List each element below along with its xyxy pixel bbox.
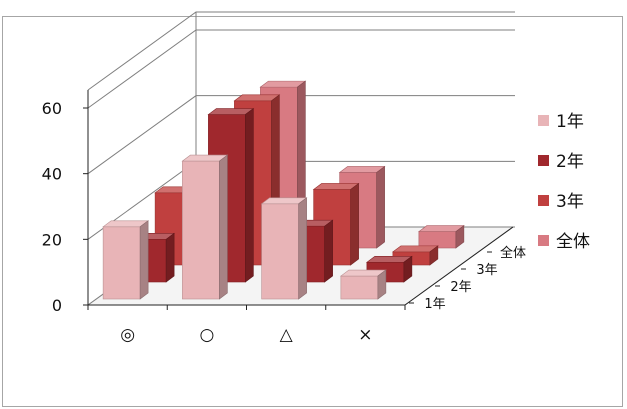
- depth-tick-label: 2年: [450, 280, 471, 295]
- depth-tick-label: 全体: [500, 245, 526, 261]
- bar-side: [403, 255, 413, 283]
- bar-front: [261, 203, 299, 300]
- x-tick-label: ×: [358, 325, 372, 345]
- depth-axis-line: [404, 226, 514, 306]
- legend-swatch: [538, 235, 549, 246]
- y-tick-label: 20: [42, 230, 62, 249]
- legend-label: 3年: [556, 192, 584, 212]
- legend-swatch: [538, 115, 549, 126]
- bar-front: [102, 226, 141, 300]
- depth-tick-label: 3年: [476, 263, 497, 278]
- bar-front: [418, 231, 457, 249]
- x-tick-label: ○: [199, 325, 214, 345]
- legend-label: 2年: [556, 152, 584, 172]
- top-gridline: [87, 11, 515, 91]
- bar-side: [376, 165, 385, 249]
- bar-side: [324, 219, 333, 283]
- bar: [260, 197, 308, 300]
- y-tick-label: 60: [42, 99, 62, 118]
- bar-front: [182, 160, 220, 300]
- y-tick-label: 0: [52, 296, 62, 315]
- bar-side: [139, 220, 149, 300]
- legend-swatch: [538, 155, 549, 166]
- bars: [102, 80, 465, 300]
- x-tick-label: ◎: [120, 325, 135, 345]
- x-tick-label: △: [280, 325, 294, 345]
- bar-side: [165, 232, 175, 283]
- bar-side: [219, 154, 228, 300]
- bar-side: [298, 197, 307, 300]
- bar-front: [340, 275, 379, 300]
- bar-side: [429, 245, 439, 266]
- axes: [83, 90, 514, 310]
- bar-side: [455, 224, 465, 249]
- legend-swatch: [538, 195, 549, 206]
- bar-side: [377, 269, 387, 300]
- y-tick-label: 40: [42, 165, 62, 184]
- legend-label: 全体: [556, 232, 590, 252]
- bar: [181, 154, 229, 300]
- legend-label: 1年: [556, 112, 584, 132]
- chart-frame: [2, 16, 623, 407]
- depth-tick-label: 1年: [424, 297, 445, 312]
- bar: [102, 220, 150, 300]
- bar-side: [350, 182, 359, 266]
- bar-side: [245, 107, 254, 283]
- bar: [339, 269, 387, 300]
- bar: [417, 224, 465, 249]
